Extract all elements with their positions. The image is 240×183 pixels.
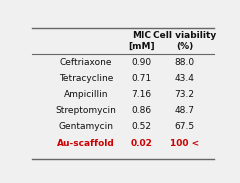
Text: MIC: MIC [132, 31, 151, 40]
Text: Streptomycin: Streptomycin [55, 106, 116, 115]
Text: 0.86: 0.86 [132, 106, 152, 115]
Text: Ceftriaxone: Ceftriaxone [60, 58, 112, 67]
Text: [mM]: [mM] [128, 42, 155, 51]
Text: 0.02: 0.02 [131, 139, 153, 148]
Text: Ampicillin: Ampicillin [64, 90, 108, 99]
Text: (%): (%) [176, 42, 193, 51]
Text: 0.71: 0.71 [132, 74, 152, 83]
Text: 48.7: 48.7 [174, 106, 194, 115]
Text: 67.5: 67.5 [174, 122, 194, 131]
Text: 73.2: 73.2 [174, 90, 194, 99]
Text: 0.52: 0.52 [132, 122, 152, 131]
Text: Au-scaffold: Au-scaffold [57, 139, 115, 148]
Text: 7.16: 7.16 [132, 90, 152, 99]
Text: Cell viability: Cell viability [153, 31, 216, 40]
Text: Tetracycline: Tetracycline [59, 74, 113, 83]
Text: 43.4: 43.4 [174, 74, 194, 83]
Text: 100 <: 100 < [170, 139, 199, 148]
Text: Gentamycin: Gentamycin [58, 122, 113, 131]
Text: 0.90: 0.90 [132, 58, 152, 67]
Text: 88.0: 88.0 [174, 58, 194, 67]
